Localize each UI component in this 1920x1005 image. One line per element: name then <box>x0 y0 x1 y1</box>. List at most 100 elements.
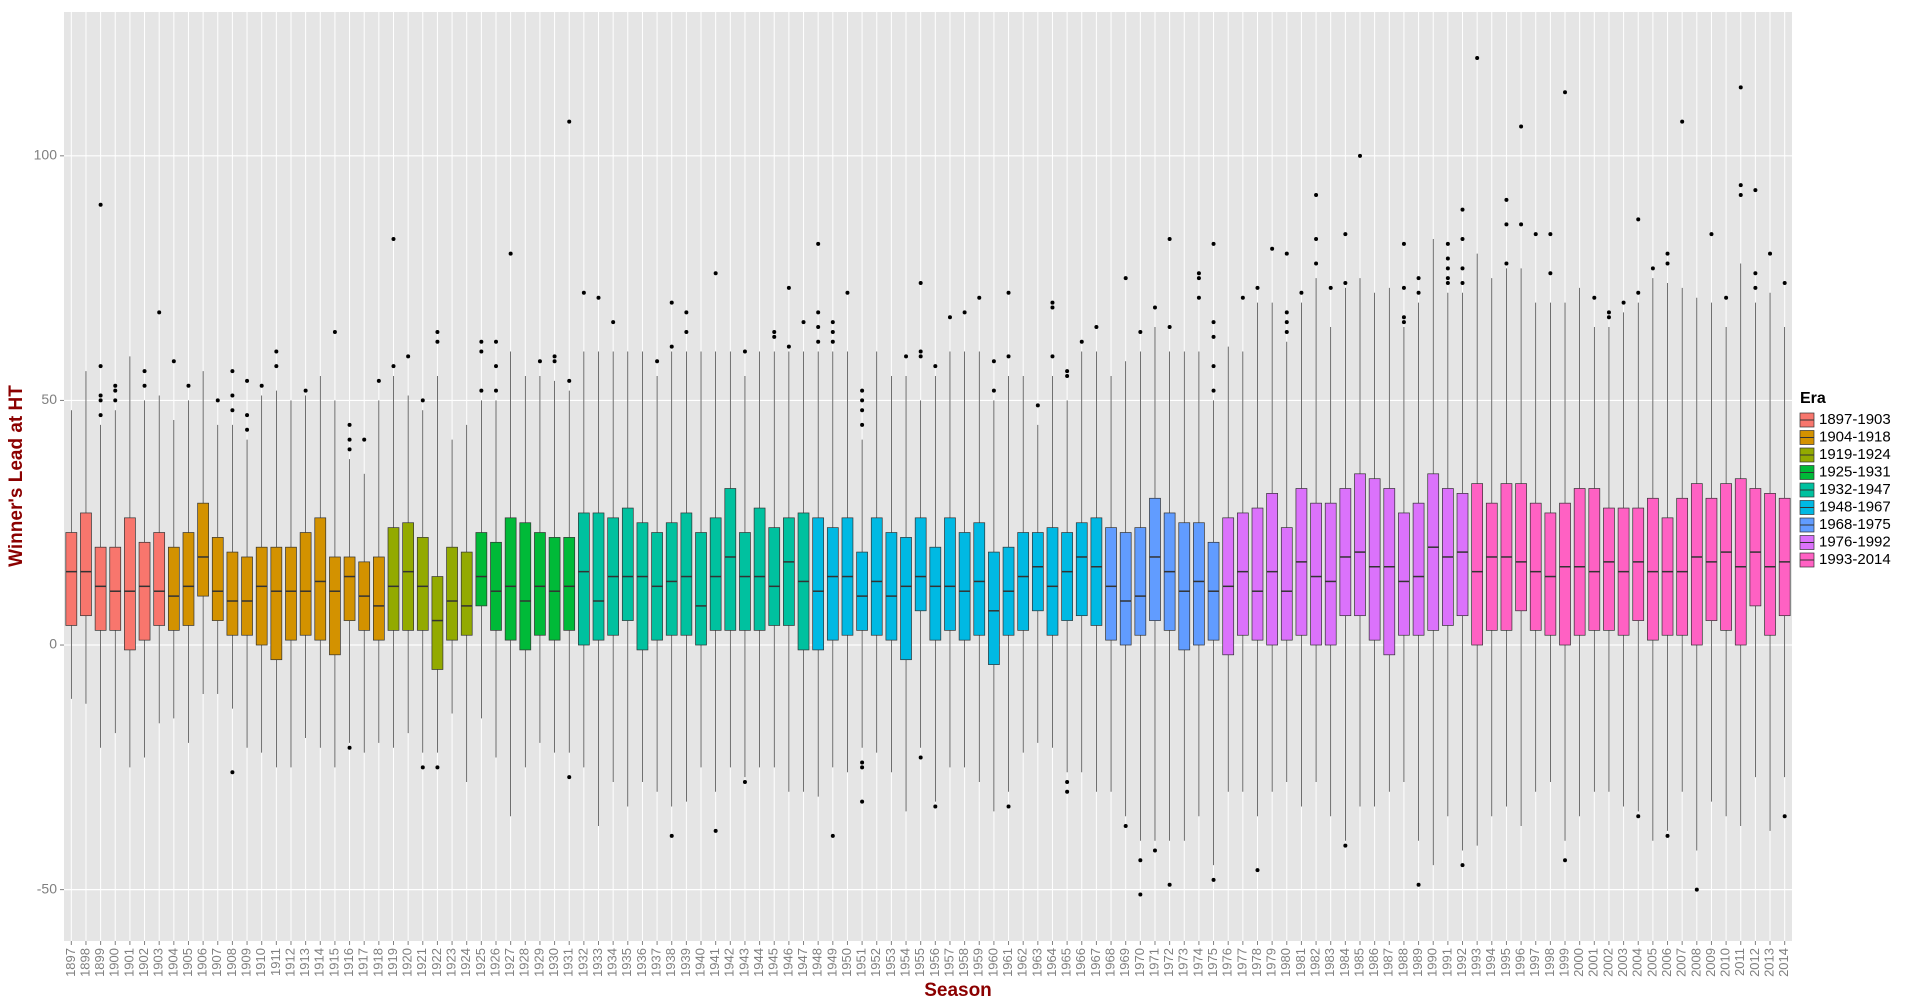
box <box>519 522 532 651</box>
box <box>1647 497 1659 641</box>
outlier <box>977 295 982 300</box>
outlier <box>1343 232 1348 237</box>
x-tick-label: 1979 <box>1264 948 1279 977</box>
outlier <box>362 437 367 442</box>
x-tick-label: 2006 <box>1659 948 1674 977</box>
outlier <box>98 413 103 418</box>
outlier <box>1065 780 1070 785</box>
x-tick-label: 1960 <box>985 948 1000 977</box>
outlier <box>1650 266 1655 271</box>
outlier <box>1563 858 1568 863</box>
x-tick-label: 1996 <box>1513 948 1528 977</box>
outlier <box>1050 305 1055 310</box>
x-tick-label: 2011 <box>1732 948 1747 976</box>
box <box>636 522 649 651</box>
x-tick-label: 2001 <box>1586 948 1601 977</box>
outlier <box>1401 285 1406 290</box>
outlier <box>1519 124 1524 129</box>
outlier <box>1211 320 1216 325</box>
box <box>1544 512 1557 636</box>
outlier <box>933 364 938 369</box>
box <box>680 512 693 636</box>
x-tick-label: 1905 <box>180 948 195 977</box>
outlier <box>860 765 865 770</box>
box <box>475 532 488 607</box>
outlier <box>274 349 279 354</box>
outlier <box>933 804 938 809</box>
y-tick-label: 50 <box>41 391 57 407</box>
box <box>373 556 385 641</box>
legend-label: 1897-1903 <box>1819 411 1891 428</box>
outlier <box>816 241 821 246</box>
outlier <box>435 765 440 770</box>
x-tick-label: 1986 <box>1366 948 1381 977</box>
outlier <box>1401 315 1406 320</box>
x-tick-label: 1947 <box>795 948 810 977</box>
x-tick-label: 1952 <box>868 948 883 977</box>
outlier <box>845 290 850 295</box>
outlier <box>1445 256 1450 261</box>
outlier <box>1504 197 1509 202</box>
box <box>1046 527 1059 636</box>
outlier <box>1255 868 1260 873</box>
outlier <box>1694 887 1699 892</box>
outlier <box>347 437 352 442</box>
outlier <box>1460 863 1465 868</box>
x-tick-label: 1989 <box>1410 948 1425 977</box>
box <box>826 527 839 641</box>
outlier <box>816 310 821 315</box>
outlier <box>1211 334 1216 339</box>
outlier <box>494 364 498 369</box>
box <box>1266 493 1278 646</box>
outlier <box>274 364 279 369</box>
outlier <box>1328 285 1333 290</box>
box <box>724 488 737 631</box>
x-tick-label: 1940 <box>692 948 707 977</box>
outlier <box>332 329 337 334</box>
box <box>856 551 868 631</box>
outlier <box>98 393 103 398</box>
outlier <box>420 765 425 770</box>
outlier <box>786 285 791 290</box>
x-tick-label: 1913 <box>297 948 312 977</box>
outlier <box>669 833 674 838</box>
x-tick-label: 1988 <box>1395 948 1410 977</box>
x-tick-label: 1943 <box>736 948 751 977</box>
outlier <box>1094 325 1099 330</box>
box <box>343 556 356 621</box>
box <box>1456 493 1469 617</box>
x-tick-label: 2007 <box>1674 948 1689 977</box>
box <box>812 517 825 651</box>
box <box>241 556 253 636</box>
x-tick-label: 2009 <box>1703 948 1718 977</box>
box <box>1705 497 1718 621</box>
x-tick-label: 1910 <box>253 948 268 977</box>
x-tick-label: 1983 <box>1322 948 1337 977</box>
box <box>329 556 341 656</box>
x-tick-label: 2002 <box>1600 948 1615 977</box>
box <box>1559 502 1571 646</box>
x-tick-label: 2008 <box>1688 948 1703 977</box>
outlier <box>1416 882 1421 887</box>
outlier <box>772 334 777 339</box>
box <box>944 517 956 631</box>
outlier <box>435 329 440 334</box>
outlier <box>1196 271 1201 276</box>
box <box>1193 522 1205 646</box>
outlier <box>1709 232 1714 237</box>
marks <box>65 55 1791 897</box>
box <box>1749 488 1762 607</box>
legend-label: 1919-1924 <box>1819 446 1891 463</box>
outlier <box>1753 188 1758 193</box>
x-tick-label: 1916 <box>341 948 356 977</box>
x-tick-label: 1903 <box>151 948 166 977</box>
x-tick-label: 1963 <box>1029 948 1044 977</box>
outlier <box>1138 329 1143 334</box>
outlier <box>1665 833 1670 838</box>
outlier <box>1606 315 1611 320</box>
outlier <box>479 349 484 354</box>
x-tick-label: 1939 <box>678 948 693 977</box>
x-tick-label: 1968 <box>1102 948 1117 977</box>
box <box>270 546 283 661</box>
box <box>504 517 517 641</box>
